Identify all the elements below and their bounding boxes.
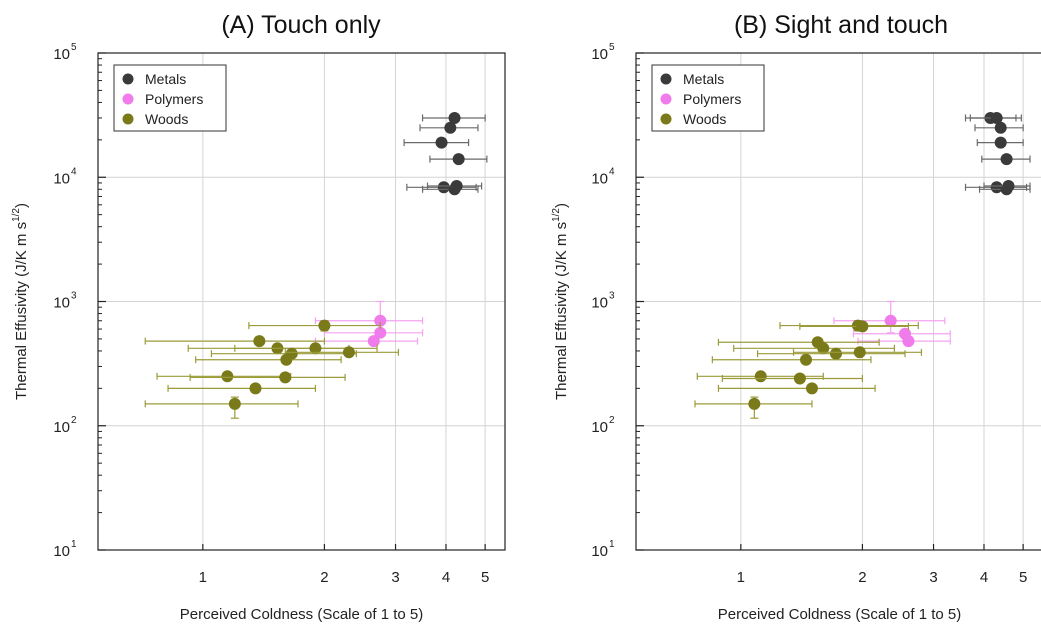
- x-tick-label: 4: [442, 569, 450, 586]
- legend-label: Polymers: [145, 91, 203, 107]
- legend-marker: [660, 73, 672, 85]
- data-point-metals: [1002, 180, 1015, 193]
- legend-marker: [122, 93, 134, 105]
- data-point-metals: [444, 121, 457, 134]
- data-point-woods: [318, 319, 331, 332]
- data-point-metals: [994, 121, 1007, 134]
- legend-label: Metals: [683, 71, 724, 87]
- data-point-woods: [221, 370, 234, 383]
- y-tick-label: 10: [53, 419, 70, 436]
- y-tick-label: 10: [591, 295, 608, 312]
- legend-marker: [660, 113, 672, 125]
- data-point-woods: [309, 342, 322, 355]
- data-point-polymers: [902, 335, 915, 348]
- y-tick-label: 10: [591, 543, 608, 560]
- x-axis-label: Perceived Coldness (Scale of 1 to 5): [718, 606, 961, 623]
- legend-marker: [660, 93, 672, 105]
- y-tick-exponent: 2: [71, 415, 77, 426]
- data-point-woods: [853, 346, 866, 359]
- data-point-woods: [279, 371, 292, 384]
- y-axis-label: Thermal Effusivity (J/K m s1/2): [551, 203, 570, 400]
- data-point-metals: [994, 136, 1007, 149]
- y-tick-exponent: 4: [609, 166, 615, 177]
- y-tick-label: 10: [53, 543, 70, 560]
- legend-label: Woods: [145, 111, 188, 127]
- y-tick-label: 10: [53, 46, 70, 63]
- data-point-woods: [754, 370, 767, 383]
- data-point-metals: [435, 136, 448, 149]
- x-axis-label: Perceived Coldness (Scale of 1 to 5): [180, 606, 423, 623]
- x-tick-label: 5: [481, 569, 489, 586]
- data-point-polymers: [367, 335, 380, 348]
- chart-panel-1: 10 110 210 310 410 51 2 3 4 5(A) Touch onlyPercei…: [11, 11, 506, 623]
- legend-marker: [122, 113, 134, 125]
- y-tick-label: 10: [591, 170, 608, 187]
- data-point-woods: [829, 347, 842, 360]
- data-point-woods: [342, 346, 355, 359]
- data-point-woods: [805, 382, 818, 395]
- x-tick-label: 2: [320, 569, 328, 586]
- legend: Metals Polymers Woods: [651, 64, 765, 132]
- x-tick-label: 3: [391, 569, 399, 586]
- data-point-woods: [800, 353, 813, 366]
- data-point-metals: [1000, 153, 1013, 166]
- legend-label: Woods: [683, 111, 726, 127]
- x-tick-label: 1: [199, 569, 207, 586]
- y-axis-label: Thermal Effusivity (J/K m s1/2): [11, 203, 30, 400]
- data-point-woods: [748, 397, 761, 410]
- x-tick-label: 3: [929, 569, 937, 586]
- data-point-metals: [437, 181, 450, 194]
- data-point-metals: [990, 181, 1003, 194]
- data-point-polymers: [374, 314, 387, 327]
- x-tick-label: 2: [858, 569, 866, 586]
- data-point-metals: [990, 111, 1003, 124]
- legend: Metals Polymers Woods: [113, 64, 227, 132]
- data-point-metals: [450, 180, 463, 193]
- data-point-metals: [448, 111, 461, 124]
- legend-marker: [122, 73, 134, 85]
- data-point-woods: [793, 372, 806, 385]
- data-point-woods: [817, 342, 830, 355]
- data-point-polymers: [374, 326, 387, 339]
- y-tick-exponent: 5: [71, 42, 77, 53]
- data-point-woods: [228, 397, 241, 410]
- data-point-woods: [280, 353, 293, 366]
- data-point-woods: [253, 335, 266, 348]
- y-tick-label: 10: [53, 295, 70, 312]
- y-tick-exponent: 2: [609, 415, 615, 426]
- y-tick-exponent: 1: [71, 539, 77, 550]
- x-tick-label: 1: [737, 569, 745, 586]
- y-tick-label: 10: [591, 46, 608, 63]
- x-tick-label: 5: [1019, 569, 1027, 586]
- legend-label: Metals: [145, 71, 186, 87]
- y-tick-exponent: 3: [609, 291, 615, 302]
- y-tick-exponent: 5: [609, 42, 615, 53]
- y-tick-exponent: 1: [609, 539, 615, 550]
- data-point-polymers: [884, 314, 897, 327]
- y-tick-label: 10: [591, 419, 608, 436]
- y-tick-exponent: 3: [71, 291, 77, 302]
- data-point-woods: [249, 382, 262, 395]
- x-tick-label: 4: [980, 569, 988, 586]
- data-point-woods: [856, 320, 869, 333]
- chart-title: (B) Sight and touch: [734, 11, 948, 39]
- chart-title: (A) Touch only: [221, 11, 381, 39]
- y-tick-exponent: 4: [71, 166, 77, 177]
- data-point-metals: [452, 153, 465, 166]
- legend-label: Polymers: [683, 91, 741, 107]
- y-tick-label: 10: [53, 170, 70, 187]
- chart-panel-2: 10 110 210 310 410 51 2 3 4 5(B) Sight and touchP…: [551, 11, 1041, 623]
